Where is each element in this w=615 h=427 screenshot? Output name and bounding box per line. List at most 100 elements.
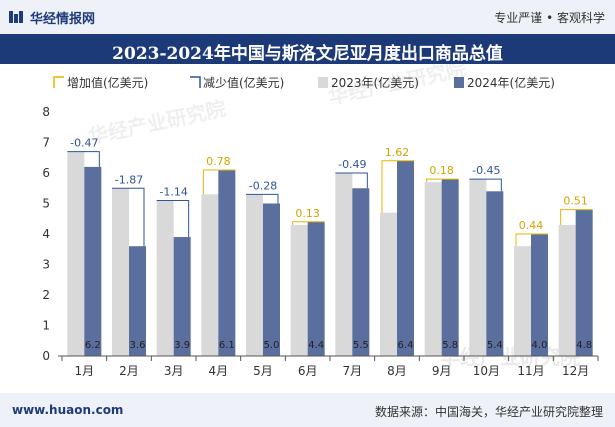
bar-2024 — [352, 188, 370, 356]
x-tick-label: 2月 — [119, 364, 139, 378]
decrease-marker — [335, 172, 368, 189]
watermark-text: 华经产业研究院 — [440, 345, 580, 369]
x-tick-label: 12月 — [562, 364, 589, 378]
x-tick-label: 10月 — [473, 364, 500, 378]
legend-label-0: 增加值(亿美元) — [67, 75, 148, 90]
value-label-2024: 4.8 — [576, 340, 592, 351]
change-label: 0.44 — [519, 219, 544, 232]
legend-label-3: 2024年(亿美元) — [467, 75, 555, 90]
legend-increase-marker — [53, 76, 64, 88]
legend-swatch-2024 — [454, 77, 464, 88]
x-tick-label: 3月 — [164, 364, 184, 378]
bar-2023 — [246, 194, 263, 356]
change-label: -0.45 — [472, 164, 500, 177]
y-tick-label: 5 — [42, 197, 50, 211]
x-tick-label: 9月 — [432, 364, 452, 378]
x-tick-label: 7月 — [343, 364, 363, 378]
y-tick-label: 0 — [42, 349, 50, 363]
legend: 增加值(亿美元) 减少值(亿美元) 2023年(亿美元) 2024年(亿美元) — [53, 75, 555, 90]
x-tick-label: 4月 — [209, 364, 229, 378]
value-label-2024: 5.5 — [353, 340, 369, 351]
bar-2023 — [201, 194, 219, 356]
increase-marker — [426, 178, 459, 183]
x-tick-label: 6月 — [298, 364, 318, 378]
value-label-2024: 3.9 — [174, 340, 190, 351]
chart-title: 2023-2024年中国与斯洛文尼亚月度出口商品总值 — [112, 44, 503, 64]
data-source: 数据来源：中国海关，华经产业研究院整理 — [374, 405, 603, 419]
y-tick-label: 3 — [42, 258, 50, 272]
increase-marker — [202, 169, 236, 195]
bar-2024 — [486, 191, 504, 356]
increase-marker — [560, 209, 593, 225]
change-label: 0.18 — [429, 164, 454, 177]
decrease-marker — [246, 193, 279, 204]
decrease-marker — [112, 187, 145, 247]
change-label: 0.51 — [563, 195, 588, 208]
value-label-2024: 4.4 — [308, 340, 324, 351]
x-tick-label: 1月 — [75, 364, 95, 378]
y-tick-label: 4 — [42, 227, 50, 241]
bar-2023 — [558, 224, 576, 356]
y-tick-label: 7 — [42, 136, 50, 150]
value-label-2024: 5.4 — [487, 340, 503, 351]
change-label: -0.28 — [249, 179, 277, 192]
change-label: -1.87 — [115, 173, 143, 186]
change-label: 0.78 — [206, 155, 231, 168]
bar-2024 — [173, 237, 191, 356]
title-bar: 2023-2024年中国与斯洛文尼亚月度出口商品总值 — [0, 34, 615, 64]
value-label-2024: 5.8 — [442, 340, 458, 351]
footer-url[interactable]: www.huaon.com — [12, 403, 124, 417]
x-axis: 1月 2月 3月 4月 5月 6月 7月 8月 9月 10月 11月 12月 — [58, 355, 599, 378]
bar-2024 — [307, 221, 325, 356]
bar-2023 — [335, 173, 353, 356]
change-label: -0.49 — [338, 158, 366, 171]
footer-bar: www.huaon.com 数据来源：中国海关，华经产业研究院整理 — [0, 393, 615, 427]
bar-2023 — [290, 224, 308, 356]
bar-2024 — [531, 234, 548, 356]
y-tick-label: 6 — [42, 166, 50, 180]
value-label-2024: 5.0 — [264, 340, 280, 351]
bar-2024 — [397, 160, 414, 356]
legend-decrease-marker — [190, 76, 201, 88]
value-label-2024: 6.2 — [85, 340, 101, 351]
x-tick-label: 11月 — [517, 364, 544, 378]
bar-2024 — [441, 179, 459, 356]
change-label: 1.62 — [385, 146, 410, 159]
value-label-2024: 3.6 — [130, 340, 146, 351]
change-label: -1.14 — [159, 185, 187, 198]
decrease-marker — [156, 199, 190, 238]
bar-2023 — [112, 188, 129, 356]
change-label: -0.47 — [70, 137, 98, 150]
x-tick-label: 5月 — [253, 364, 273, 378]
y-tick-label: 2 — [42, 288, 50, 302]
value-label-2024: 4.0 — [532, 340, 548, 351]
bar-2024 — [263, 203, 280, 356]
logo-icon — [9, 11, 23, 23]
bar-2023 — [156, 200, 174, 356]
y-tick-label: 8 — [42, 105, 50, 119]
bar-2024 — [218, 169, 236, 356]
decrease-marker — [469, 178, 502, 192]
header-bar: 华经情报网 专业严谨 • 客观科学 — [0, 0, 615, 34]
bar-2023 — [67, 151, 85, 356]
increase-marker — [515, 233, 548, 247]
change-label: 0.13 — [295, 207, 320, 220]
bar-2023 — [514, 246, 531, 356]
increase-marker — [381, 160, 414, 213]
legend-swatch-2023 — [318, 77, 328, 88]
legend-label-1: 减少值(亿美元) — [203, 75, 284, 90]
value-label-2024: 6.4 — [398, 340, 414, 351]
bar-2024 — [575, 209, 593, 356]
bar-2024 — [129, 246, 146, 356]
bar-2023 — [469, 179, 487, 356]
increase-marker — [292, 221, 325, 225]
bars: -0.47 6.2 -1.87 3.6 -1.14 3.9 0.78 6.1 -0.28 5.0 0… — [67, 137, 593, 356]
watermark-text: 华经产业研究院 — [326, 64, 468, 109]
bar-2024 — [84, 166, 102, 356]
legend-label-2: 2023年(亿美元) — [331, 75, 419, 90]
y-tick-label: 1 — [42, 319, 50, 333]
bar-2023 — [424, 182, 442, 356]
chart: 增加值(亿美元) 减少值(亿美元) 2023年(亿美元) 2024年(亿美元) 华经产… — [42, 64, 599, 378]
bar-2023 — [380, 212, 397, 356]
x-tick-label: 8月 — [387, 364, 407, 378]
